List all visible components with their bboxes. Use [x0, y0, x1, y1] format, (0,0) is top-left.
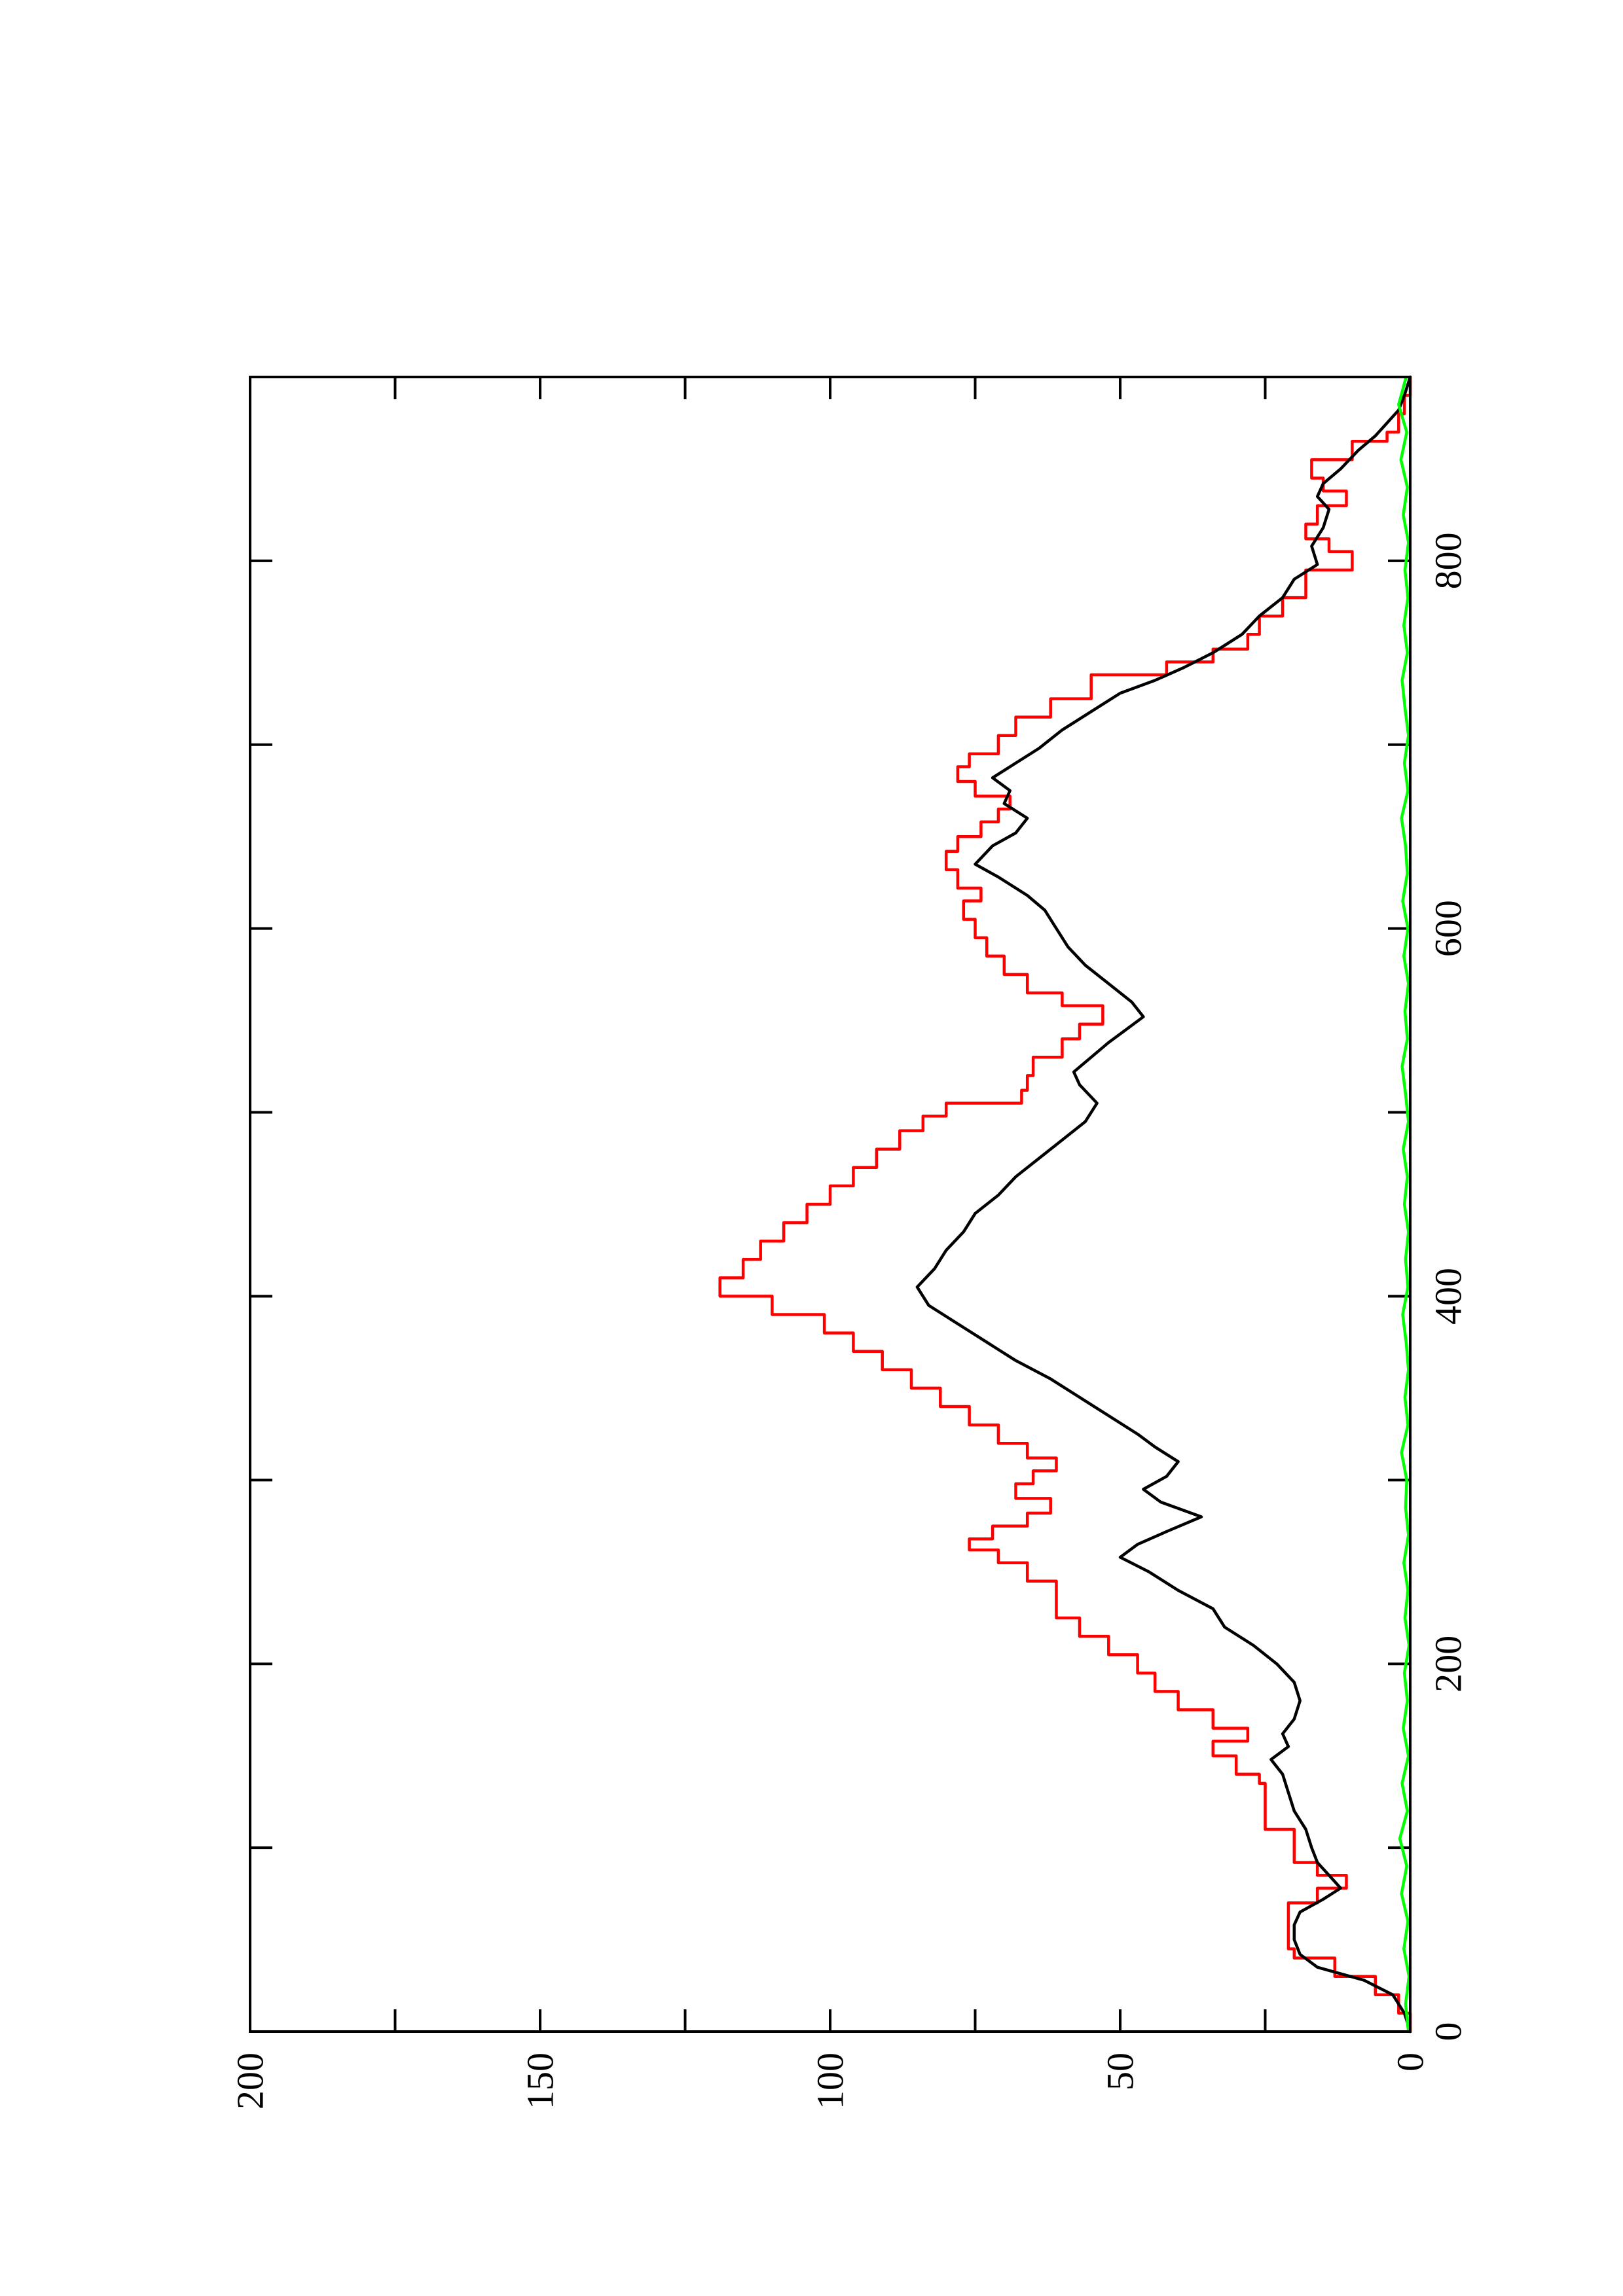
x-tick-label: 800 — [1427, 532, 1470, 589]
x-tick-label: 400 — [1427, 1268, 1470, 1325]
series-line-1 — [718, 375, 1412, 2034]
y-axis-tick-labels: 0 50 100 150 200 — [229, 2053, 1432, 2109]
y-tick-label: 0 — [1389, 2053, 1432, 2072]
y-tick-label: 200 — [229, 2053, 272, 2109]
series-line-3 — [1397, 375, 1411, 2034]
x-tick-label: 600 — [1427, 900, 1470, 957]
x-axis-tick-labels: 0 200 400 600 800 — [1427, 532, 1470, 2041]
x-axis-ticks — [250, 559, 1410, 2033]
x-tick-label: 200 — [1427, 1636, 1470, 1693]
y-tick-label: 100 — [809, 2053, 852, 2109]
y-tick-label: 150 — [519, 2053, 562, 2109]
series-line-2 — [915, 375, 1412, 2034]
x-tick-label: 0 — [1427, 2022, 1470, 2041]
y-tick-label: 50 — [1099, 2053, 1142, 2090]
plot-series — [718, 375, 1412, 2034]
plot-frame — [249, 376, 1412, 2033]
